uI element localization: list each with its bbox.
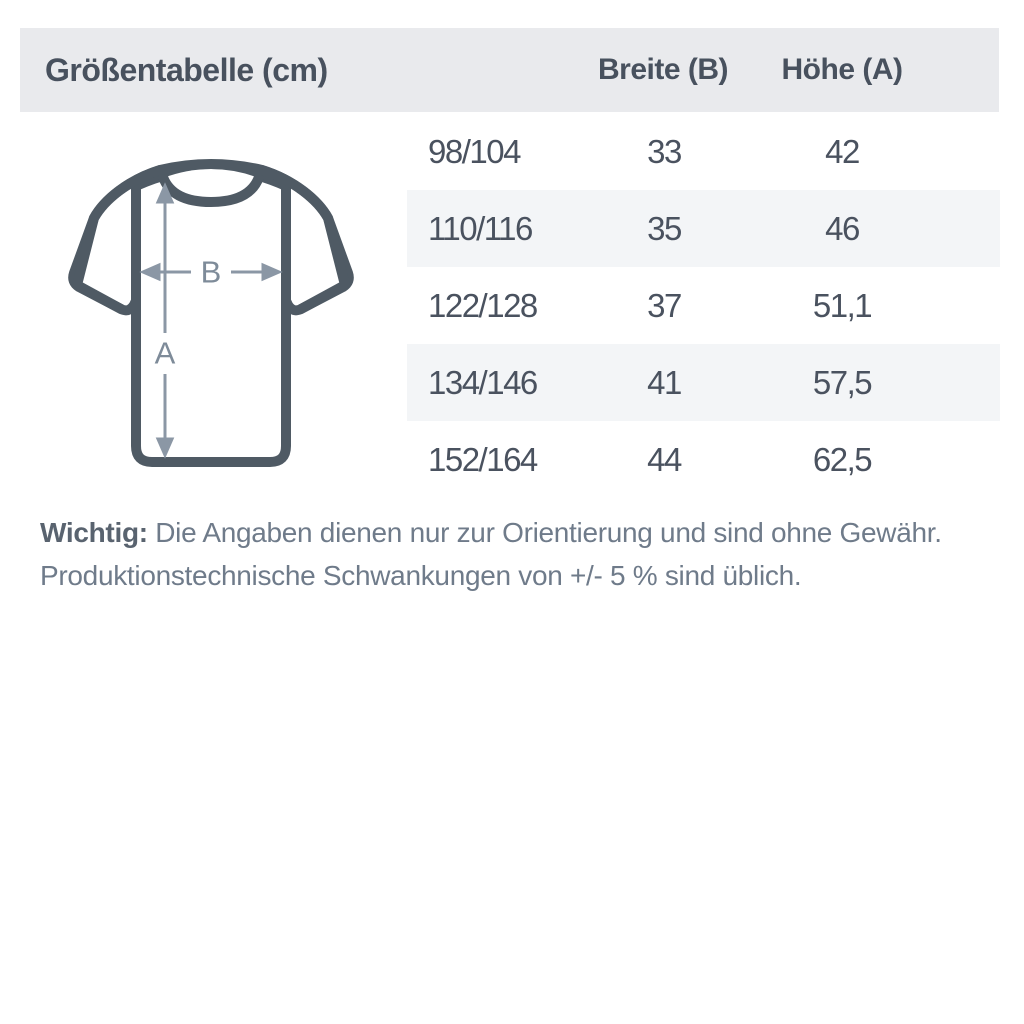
note-line-1: Wichtig: Die Angaben dienen nur zur Orie…	[40, 517, 942, 548]
table-header-band	[20, 28, 999, 112]
height-cell: 51,1	[812, 287, 873, 324]
note-line-2: Produktionstechnische Schwankungen von +…	[40, 560, 802, 591]
height-cell: 46	[825, 210, 860, 247]
width-label: B	[201, 255, 222, 290]
column-header-height: Höhe (A)	[781, 53, 903, 86]
size-cell: 134/146	[428, 364, 538, 401]
size-cell: 152/164	[428, 441, 538, 478]
height-arrow	[155, 182, 175, 459]
width-cell: 37	[647, 287, 682, 324]
zebra-stripe	[407, 190, 1000, 267]
tshirt-measurement-diagram: A B	[68, 159, 354, 467]
height-cell: 57,5	[812, 364, 873, 401]
width-cell: 35	[647, 210, 682, 247]
size-cell: 122/128	[428, 287, 538, 324]
zebra-stripe	[407, 344, 1000, 421]
width-cell: 33	[647, 133, 682, 170]
note-lead: Wichtig:	[40, 517, 148, 548]
width-cell: 41	[647, 364, 682, 401]
column-header-width: Breite (B)	[597, 53, 729, 86]
size-cell: 110/116	[428, 210, 533, 247]
note-text: Wichtig: Die Angaben dienen nur zur Orie…	[40, 511, 1000, 597]
height-cell: 42	[825, 133, 860, 170]
height-cell: 62,5	[812, 441, 873, 478]
size-cell: 98/104	[428, 133, 521, 170]
width-arrow	[139, 262, 283, 282]
tshirt-icon	[68, 159, 354, 467]
height-label: A	[155, 336, 176, 371]
width-cell: 44	[647, 441, 682, 478]
table-title: Größentabelle (cm)	[45, 52, 328, 88]
